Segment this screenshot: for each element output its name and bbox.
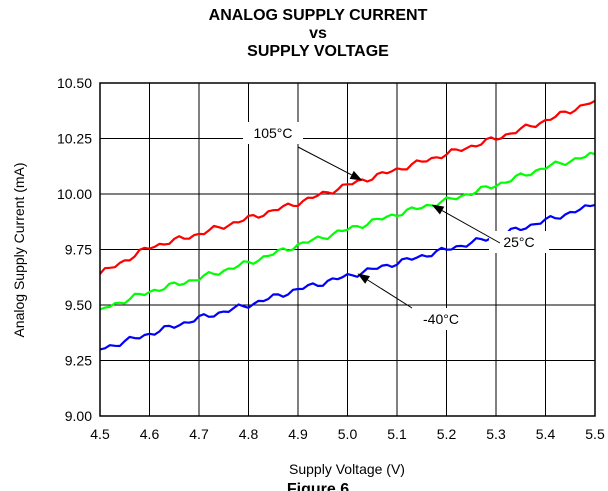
- annotation-arrowhead-0: [349, 170, 363, 181]
- annotation-leader-2: [367, 279, 413, 309]
- annotation-arrowhead-2: [357, 273, 370, 284]
- series-line-0: [99, 99, 596, 275]
- annotation-leader-0: [297, 146, 352, 176]
- y-tick-label: 9.25: [65, 353, 92, 369]
- x-tick-label: 4.6: [140, 426, 160, 442]
- x-tick-label: 5.2: [437, 426, 457, 442]
- y-tick-label: 9.75: [65, 242, 92, 258]
- annotation-arrowhead-1: [431, 204, 445, 215]
- y-tick-label: 9.00: [65, 408, 92, 424]
- chart-title: ANALOG SUPPLY CURRENT vs SUPPLY VOLTAGE: [209, 7, 428, 60]
- x-tick-label: 5.4: [536, 426, 556, 442]
- y-tick-labels: 9.00 9.25 9.50 9.75 10.00 10.25 10.50: [57, 75, 92, 424]
- x-tick-label: 4.7: [189, 426, 209, 442]
- y-tick-label: 10.00: [57, 186, 92, 202]
- y-tick-label: 9.50: [65, 297, 92, 313]
- annotations: 105°C 25°C -40°C: [243, 122, 549, 330]
- x-tick-label: 5.0: [338, 426, 358, 442]
- chart-title-line-2: vs: [309, 25, 327, 42]
- annotation-box-2: [411, 308, 471, 330]
- annotation-box-0: [243, 122, 303, 144]
- series-line-2: [99, 204, 596, 351]
- y-tick-label: 10.25: [57, 131, 92, 147]
- plot-frame: [99, 82, 596, 417]
- x-tick-label: 5.5: [585, 426, 605, 442]
- x-tick-label: 5.3: [486, 426, 506, 442]
- chart-title-line-1: ANALOG SUPPLY CURRENT: [209, 7, 428, 24]
- annotation-label-0: 105°C: [253, 125, 292, 141]
- x-tick-label: 5.1: [387, 426, 407, 442]
- annotation-label-1: 25°C: [503, 234, 534, 250]
- series-lines: [99, 99, 596, 351]
- annotation-box-1: [489, 231, 549, 253]
- series-line-1: [99, 151, 596, 311]
- y-tick-label: 10.50: [57, 75, 92, 91]
- annotation-label-2: -40°C: [423, 311, 459, 327]
- x-tick-label: 4.9: [288, 426, 308, 442]
- y-axis-label: Analog Supply Current (mA): [11, 162, 27, 337]
- x-tick-label: 4.5: [90, 426, 110, 442]
- x-tick-label: 4.8: [239, 426, 259, 442]
- figure-caption: Figure 6: [287, 481, 349, 491]
- x-tick-labels: 4.5 4.6 4.7 4.8 4.9 5.0 5.1 5.2 5.3 5.4 5.5: [90, 426, 605, 442]
- chart-title-line-3: SUPPLY VOLTAGE: [247, 43, 389, 60]
- x-axis-label: Supply Voltage (V): [289, 461, 405, 477]
- annotation-leader-1: [441, 210, 501, 244]
